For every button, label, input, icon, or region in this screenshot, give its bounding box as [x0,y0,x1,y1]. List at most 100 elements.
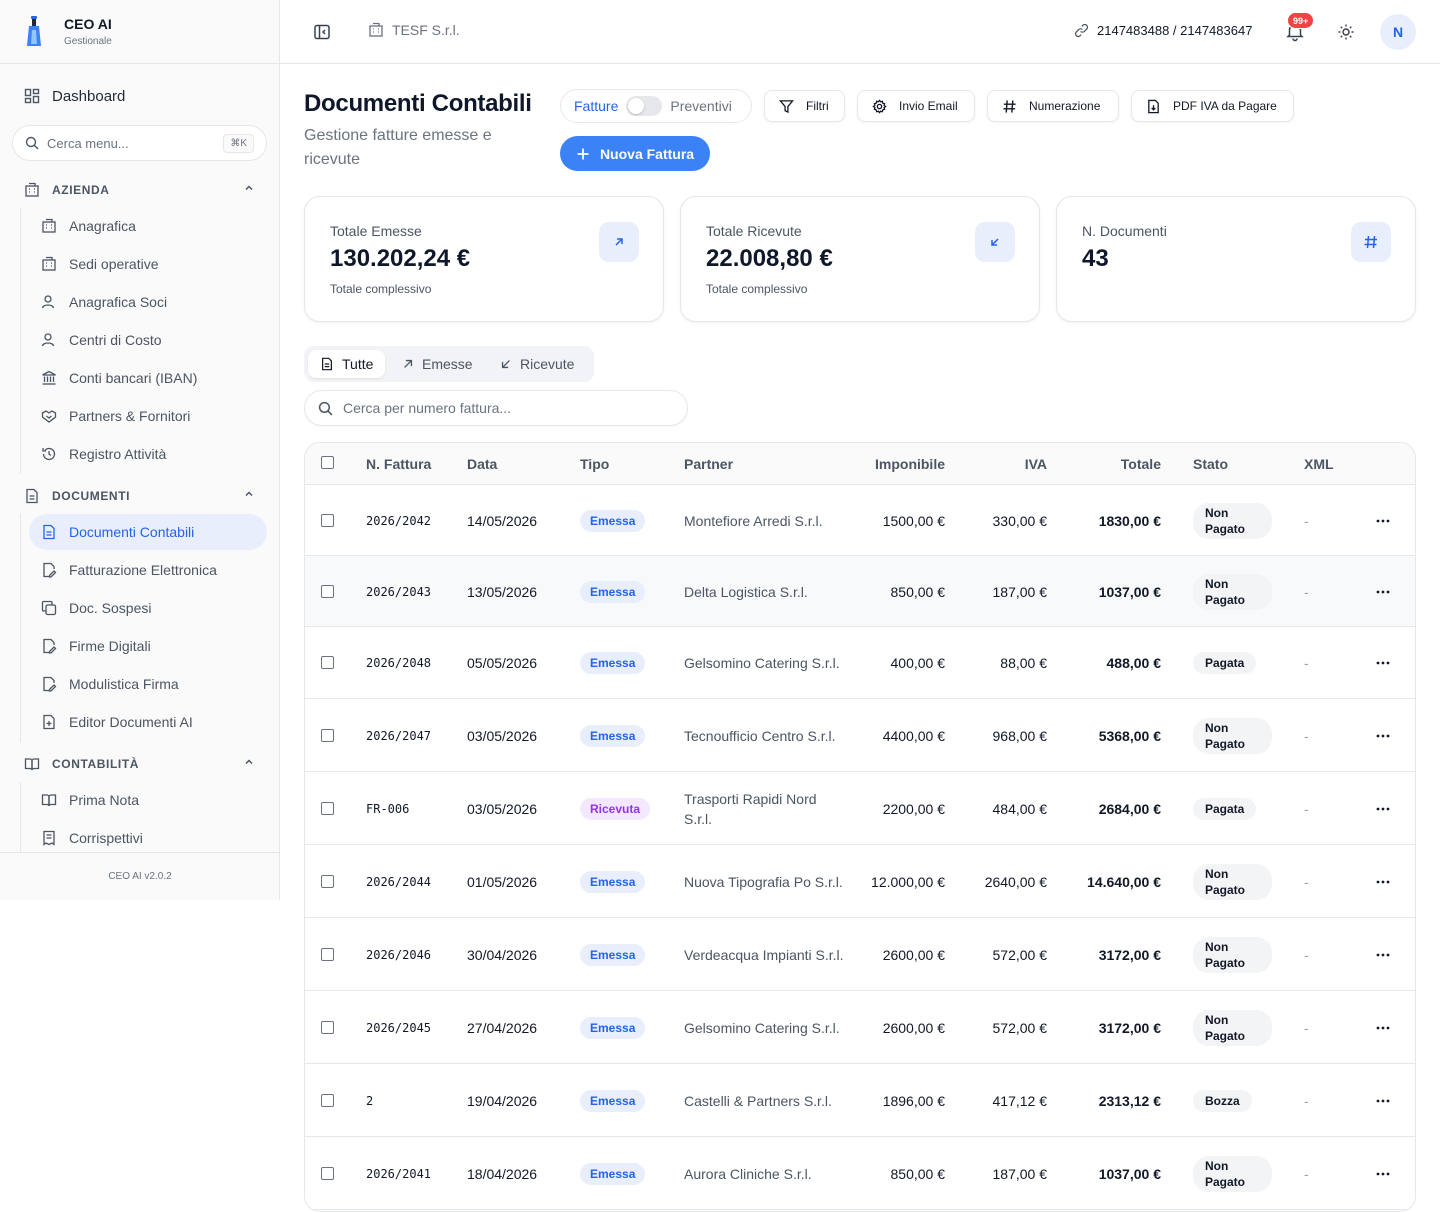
sidebar-item-anagrafica-soci[interactable]: Anagrafica Soci [29,284,267,320]
sidebar-search-input[interactable]: Cerca menu... ⌘K [12,125,267,161]
iva-value: 187,00 € [992,583,1048,600]
company-selector[interactable]: TESF S.r.l. [368,22,460,38]
row-checkbox[interactable] [321,656,334,669]
sidebar-item-corrispettivi[interactable]: Corrispettivi [29,820,267,852]
row-checkbox[interactable] [321,874,334,888]
section-documenti[interactable]: DOCUMENTI [24,486,255,506]
avatar[interactable]: N [1380,14,1416,50]
account-ids[interactable]: 2147483488 / 2147483647 [1074,23,1252,38]
sidebar-item-conti-bancari[interactable]: Conti bancari (IBAN) [29,360,267,396]
sidebar-item-editor-documenti-ai[interactable]: Editor Documenti AI [29,704,267,740]
table-row[interactable]: 2 19/04/2026 Emessa Castelli & Partners S.r… [305,1064,1415,1137]
row-actions-button[interactable] [1375,845,1391,918]
row-actions-button[interactable] [1375,772,1391,845]
table-row[interactable]: 2026/2047 03/05/2026 Emessa Tecnoufficio Ce… [305,699,1415,772]
row-checkbox[interactable] [321,1020,334,1034]
sidebar-item-label: Corrispettivi [69,830,143,846]
invoice-number[interactable]: 2026/2045 [366,1020,432,1035]
file-download-icon [1148,99,1159,113]
tab-ricevute[interactable]: Ricevute [488,350,586,378]
bank-icon [42,370,56,385]
invoice-number[interactable]: 2026/2048 [366,656,432,670]
column-header-iva[interactable]: IVA [1024,456,1047,472]
invoice-number[interactable]: 2026/2041 [366,1166,432,1181]
toggle-switch[interactable] [626,96,663,116]
row-checkbox[interactable] [321,1093,334,1107]
sidebar-item-prima-nota[interactable]: Prima Nota [29,782,267,818]
section-azienda[interactable]: AZIENDA [24,180,255,200]
collapse-sidebar-icon[interactable] [312,22,332,42]
row-checkbox[interactable] [321,801,334,815]
toggle-label-preventivi: Preventivi [670,98,732,114]
section-contabilita[interactable]: CONTABILITÀ [24,754,255,774]
sidebar-item-sedi-operative[interactable]: Sedi operative [29,246,267,282]
sidebar-item-fatturazione-elettronica[interactable]: Fatturazione Elettronica [29,552,267,588]
filters-button[interactable]: Filtri [764,90,845,122]
invoice-date: 19/04/2026 [467,1092,538,1109]
row-checkbox[interactable] [321,1166,334,1180]
row-actions-button[interactable] [1375,918,1391,991]
row-actions-button[interactable] [1375,699,1391,772]
column-header-imponibile[interactable]: Imponibile [875,456,945,472]
sidebar-item-registro-attivita[interactable]: Registro Attività [29,436,267,472]
numbering-button[interactable]: Numerazione [987,90,1119,122]
column-header-partner[interactable]: Partner [684,456,734,472]
table-row[interactable]: 2026/2041 18/04/2026 Emessa Aurora Cliniche… [305,1137,1415,1210]
sun-icon[interactable] [1337,23,1355,41]
email-button[interactable]: Invio Email [857,90,975,122]
invoice-number[interactable]: 2026/2042 [366,513,432,528]
sidebar-item-anagrafica[interactable]: Anagrafica [29,208,267,244]
table-row[interactable]: FR-006 03/05/2026 Ricevuta Trasporti Rapidi… [305,772,1415,845]
arrow-up-right-icon [599,222,639,262]
sidebar-item-modulistica-firma[interactable]: Modulistica Firma [29,666,267,702]
column-header-number[interactable]: N. Fattura [366,456,432,472]
table-row[interactable]: 2026/2043 13/05/2026 Emessa Delta Logistica… [305,556,1415,627]
imponibile-value: 2600,00 € [882,946,945,963]
row-actions-button[interactable] [1375,1064,1391,1137]
fatture-preventivi-toggle[interactable]: Fatture Preventivi [560,89,752,123]
invoice-number[interactable]: 2026/2043 [366,584,432,599]
sidebar-item-firme-digitali[interactable]: Firme Digitali [29,628,267,664]
row-checkbox[interactable] [321,947,334,961]
invoice-number[interactable]: FR-006 [366,801,410,816]
more-horizontal-icon [1376,807,1390,810]
tab-emesse[interactable]: Emesse [390,350,485,378]
row-checkbox[interactable] [321,728,334,742]
table-row[interactable]: 2026/2042 14/05/2026 Emessa Montefiore Arre… [305,485,1415,556]
brand[interactable]: CEO AI Gestionale [0,0,279,64]
column-header-date[interactable]: Data [467,456,498,472]
type-badge: Emessa [580,724,646,747]
invoice-number[interactable]: 2026/2047 [366,728,432,743]
sidebar-item-partners[interactable]: Partners & Fornitori [29,398,267,434]
pdf-iva-button[interactable]: PDF IVA da Pagare [1131,90,1294,122]
invoice-number[interactable]: 2026/2044 [366,874,432,889]
row-checkbox[interactable] [321,584,334,598]
type-badge: Emessa [580,1162,646,1185]
sidebar-item-centri-di-costo[interactable]: Centri di Costo [29,322,267,358]
row-actions-button[interactable] [1375,627,1391,699]
row-actions-button[interactable] [1375,1137,1391,1210]
new-invoice-button[interactable]: Nuova Fattura [560,136,710,171]
column-header-total[interactable]: Totale [1120,456,1161,472]
invoice-number[interactable]: 2 [366,1093,374,1108]
row-actions-button[interactable] [1375,991,1391,1064]
table-row[interactable]: 2026/2046 30/04/2026 Emessa Verdeacqua Impi… [305,918,1415,991]
row-actions-button[interactable] [1375,485,1391,556]
table-row[interactable]: 2026/2048 05/05/2026 Emessa Gelsomino Cater… [305,627,1415,699]
invoice-search-input[interactable]: Cerca per numero fattura... [304,390,688,426]
column-header-status[interactable]: Stato [1193,456,1228,472]
select-all-checkbox[interactable] [321,456,334,469]
column-header-type[interactable]: Tipo [580,456,610,472]
row-actions-button[interactable] [1375,556,1391,627]
table-row[interactable]: 2026/2044 01/05/2026 Emessa Nuova Tipografi… [305,845,1415,918]
sidebar-item-doc-sospesi[interactable]: Doc. Sospesi [29,590,267,626]
table-row[interactable]: 2026/2045 27/04/2026 Emessa Gelsomino Cater… [305,991,1415,1064]
iva-value: 187,00 € [992,1165,1048,1182]
invoice-number[interactable]: 2026/2046 [366,947,432,962]
sidebar-item-label: Dashboard [52,87,126,105]
row-checkbox[interactable] [321,513,334,527]
sidebar-item-documenti-contabili[interactable]: Documenti Contabili [29,514,267,550]
sidebar-item-dashboard[interactable]: Dashboard [12,80,267,112]
column-header-xml[interactable]: XML [1304,456,1334,472]
tab-tutte[interactable]: Tutte [308,350,386,378]
